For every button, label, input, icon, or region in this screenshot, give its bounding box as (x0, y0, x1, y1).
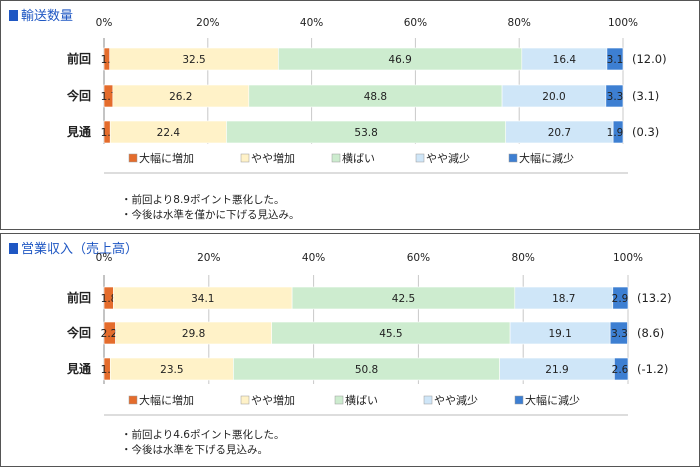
data-label: 19.1 (548, 328, 571, 340)
x-tick-label: 20% (197, 252, 220, 264)
legend-label: やや増加 (251, 394, 295, 407)
di-label: (0.3) (632, 125, 659, 139)
legend-swatch (331, 153, 341, 163)
legend-swatch (423, 395, 433, 405)
operating-revenue-panel: 営業収入（売上高） 0% 20% 40% 60% 80% 100% 前回 1.8 34.1 42.… (0, 233, 700, 467)
note-2: 今後は水準を下げる見込み。 (121, 443, 285, 458)
data-label: 48.8 (364, 91, 387, 103)
category-label: 今回 (66, 88, 91, 103)
x-tick-label: 60% (404, 17, 427, 29)
data-label: 2.9 (612, 293, 629, 305)
legend-label: 大幅に増加 (139, 393, 194, 407)
bar-segment (606, 47, 624, 71)
di-label: (12.0) (632, 52, 667, 66)
data-label: 3.3 (607, 91, 624, 103)
data-label: 18.7 (552, 293, 575, 305)
data-label: 3.3 (611, 328, 628, 340)
category-label: 見通 (66, 361, 91, 376)
bar-segment (612, 286, 629, 310)
data-label: 16.4 (553, 54, 577, 66)
data-label: 22.4 (157, 127, 181, 139)
category-label: 今回 (66, 325, 91, 340)
bar-segment (614, 357, 629, 381)
legend-label: やや減少 (426, 151, 470, 165)
category-label: 前回 (67, 290, 91, 305)
data-label: 32.5 (182, 54, 205, 66)
data-label: 23.5 (160, 364, 183, 376)
data-label: 20.7 (548, 127, 571, 139)
x-tick-label: 80% (512, 252, 535, 264)
data-label: 2.2 (101, 328, 118, 340)
data-label: 21.9 (545, 364, 568, 376)
category-label: 前回 (67, 51, 91, 66)
legend-swatch (240, 395, 250, 405)
note-1: 前回より8.9ポイント悪化した。 (121, 193, 300, 208)
transport-volume-chart: 0% 20% 40% 60% 80% 100%前回 1.1 32.5 46.9 16.4 3.1 (1… (66, 17, 667, 174)
data-label: 42.5 (392, 293, 415, 305)
note-2: 今後は水準を僅かに下げる見込み。 (121, 208, 300, 223)
category-label: 見通 (66, 124, 91, 139)
legend-label: 大幅に減少 (519, 151, 574, 165)
di-label: (-1.2) (637, 362, 668, 376)
legend-swatch (334, 395, 344, 405)
data-label: 26.2 (169, 91, 192, 103)
data-label: 34.1 (191, 293, 214, 305)
data-label: 3.1 (607, 54, 624, 66)
note-1: 前回より4.6ポイント悪化した。 (121, 428, 285, 443)
legend-label: やや減少 (434, 393, 478, 407)
legend-swatch (240, 153, 250, 163)
legend-label: 大幅に減少 (525, 393, 580, 407)
notes: 前回より8.9ポイント悪化した。 今後は水準を僅かに下げる見込み。 (121, 193, 300, 223)
transport-volume-panel: 輸送数量 0% 20% 40% 60% 80% 100% 前回 1.1 32.5 46.9 16.4… (0, 0, 700, 230)
data-label: 45.5 (379, 328, 402, 340)
bar-segment (609, 321, 628, 345)
legend-swatch (128, 153, 138, 163)
x-tick-label: 0% (96, 252, 113, 264)
x-tick-label: 100% (608, 17, 638, 29)
x-tick-label: 20% (196, 17, 219, 29)
data-label: 50.8 (355, 364, 378, 376)
x-tick-label: 80% (508, 17, 531, 29)
data-label: 29.8 (182, 328, 205, 340)
operating-revenue-chart: 0% 20% 40% 60% 80% 100%前回 1.8 34.1 42.5 18.7 2.9 (1… (66, 252, 672, 416)
legend-label: 横ばい (345, 393, 378, 407)
notes: 前回より4.6ポイント悪化した。 今後は水準を下げる見込み。 (121, 428, 285, 458)
legend-swatch (508, 153, 518, 163)
legend-label: 横ばい (342, 151, 375, 165)
legend-label: やや増加 (251, 152, 295, 165)
x-tick-label: 60% (407, 252, 430, 264)
chart-title: 輸送数量 (9, 5, 73, 24)
di-label: (13.2) (637, 291, 672, 305)
chart-title-text: 輸送数量 (21, 9, 74, 24)
data-label: 20.0 (542, 91, 565, 103)
bar-segment (605, 84, 624, 108)
di-label: (3.1) (632, 89, 659, 103)
legend-swatch (514, 395, 524, 405)
chart-title: 営業収入（売上高） (9, 238, 138, 257)
x-tick-label: 40% (300, 17, 323, 29)
x-tick-label: 40% (302, 252, 325, 264)
di-label: (8.6) (637, 326, 664, 340)
data-label: 1.9 (607, 127, 624, 139)
legend-swatch (415, 153, 425, 163)
legend-swatch (128, 395, 138, 405)
legend-label: 大幅に増加 (139, 151, 194, 165)
data-label: 46.9 (388, 54, 411, 66)
chart-title-text: 営業収入（売上高） (21, 242, 139, 257)
data-label: 53.8 (354, 127, 377, 139)
x-tick-label: 100% (613, 252, 643, 264)
x-tick-label: 0% (96, 17, 113, 29)
bar-segment (612, 120, 624, 144)
data-label: 2.6 (612, 364, 629, 376)
